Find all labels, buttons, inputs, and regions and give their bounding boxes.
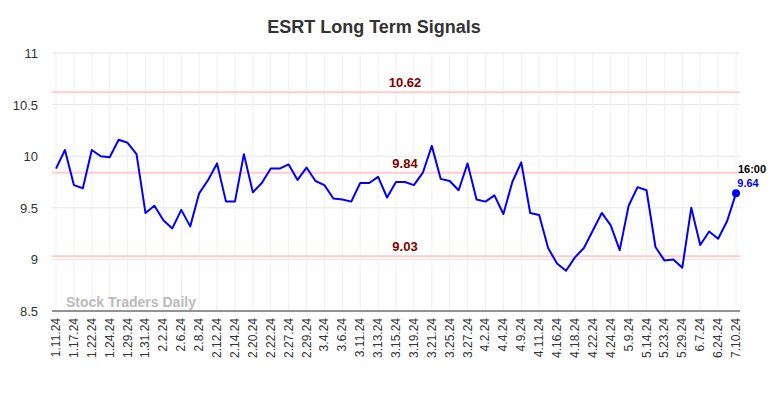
plot-area	[56, 140, 740, 271]
x-tick-label: 2.12.24	[210, 318, 224, 358]
x-tick-label: 2.27.24	[282, 318, 296, 358]
chart: ESRT Long Term Signals 8.5 9 9.5 10 10.5 11 1.1…	[0, 0, 784, 398]
level-line	[52, 255, 740, 257]
x-tick-label: 2.20.24	[246, 318, 260, 358]
y-tick-label: 11	[25, 46, 39, 61]
watermark: Stock Traders Daily	[66, 294, 196, 310]
x-tick-label: 4.2.24	[478, 318, 492, 352]
x-tick-label: 1.17.24	[67, 318, 81, 358]
x-tick-label: 2.6.24	[174, 318, 188, 352]
title: ESRT Long Term Signals	[267, 17, 481, 37]
last-point	[732, 189, 740, 197]
x-tick-label: 1.29.24	[121, 318, 135, 358]
x-tick-label: 3.11.24	[353, 318, 367, 357]
x-tick-label: 4.16.24	[550, 318, 564, 358]
y-tick-label: 10	[24, 149, 38, 164]
x-tick-label: 3.4.24	[317, 318, 331, 352]
y-tick-label: 8.5	[20, 304, 38, 319]
level-line	[52, 91, 740, 93]
x-tick-label: 2.29.24	[300, 318, 314, 358]
x-tick-label: 2.2.24	[156, 318, 170, 352]
x-tick-label: 3.13.24	[371, 318, 385, 358]
level-label: 9.84	[392, 156, 418, 171]
x-tick-label: 3.19.24	[407, 318, 421, 358]
x-tick-label: 5.23.24	[657, 318, 671, 358]
x-tick-label: 1.24.24	[103, 318, 117, 358]
x-axis-line	[52, 311, 740, 312]
x-tick-label: 4.22.24	[586, 318, 600, 358]
x-tick-label: 3.21.24	[425, 318, 439, 358]
x-tick-label: 4.18.24	[568, 318, 582, 358]
x-tick-label: 2.8.24	[192, 318, 206, 352]
x-tick-label: 1.31.24	[138, 318, 152, 358]
x-tick-label: 1.22.24	[85, 318, 99, 358]
x-tick-label: 3.27.24	[461, 318, 475, 358]
x-tick-label: 4.4.24	[496, 318, 510, 352]
annotation: 16:00	[738, 163, 766, 175]
x-tick-label: 2.14.24	[228, 318, 242, 358]
x-tick-label: 5.14.24	[640, 318, 654, 358]
x-tick-label: 4.24.24	[604, 318, 618, 358]
price-line	[56, 140, 736, 271]
y-tick-label: 9	[31, 252, 38, 267]
x-tick-label: 1.11.24	[49, 318, 63, 357]
x-tick-label: 3.15.24	[389, 318, 403, 358]
x-tick-label: 6.7.24	[693, 318, 707, 352]
y-grid-line	[52, 311, 740, 312]
last-value-label: 9.64	[737, 177, 759, 189]
x-tick-label: 5.29.24	[675, 318, 689, 358]
x-tick-label: 3.6.24	[335, 318, 349, 352]
level-label: 10.62	[389, 75, 422, 90]
y-tick-label: 10.5	[13, 98, 38, 113]
level-label: 9.03	[392, 239, 417, 254]
x-tick-label: 4.11.24	[532, 318, 546, 357]
x-tick-label: 4.9.24	[514, 318, 528, 352]
x-tick-label: 2.22.24	[264, 318, 278, 358]
x-tick-label: 5.9.24	[622, 318, 636, 352]
y-tick-label: 9.5	[20, 201, 38, 216]
x-tick-label: 7.10.24	[729, 318, 743, 358]
level-line	[52, 172, 740, 174]
x-tick-label: 6.24.24	[711, 318, 725, 358]
x-tick-label: 3.25.24	[443, 318, 457, 358]
